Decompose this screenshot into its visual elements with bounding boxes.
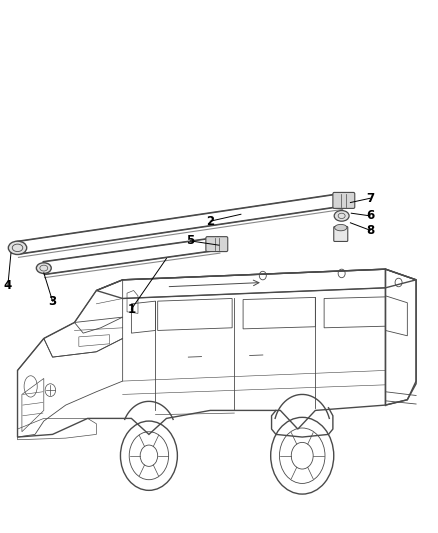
Ellipse shape [335, 224, 347, 231]
Ellipse shape [36, 263, 51, 273]
Text: 2: 2 [206, 215, 214, 228]
Polygon shape [43, 237, 219, 274]
Polygon shape [17, 193, 342, 254]
FancyBboxPatch shape [334, 227, 348, 241]
Text: 1: 1 [127, 303, 135, 316]
FancyBboxPatch shape [206, 237, 228, 252]
Text: 6: 6 [366, 209, 374, 222]
Text: 4: 4 [4, 279, 12, 292]
Text: 5: 5 [187, 235, 194, 247]
Text: 8: 8 [366, 224, 374, 237]
Text: 7: 7 [366, 192, 374, 205]
FancyBboxPatch shape [333, 192, 355, 208]
Ellipse shape [8, 241, 27, 255]
Ellipse shape [334, 211, 349, 221]
Text: 3: 3 [49, 295, 57, 308]
